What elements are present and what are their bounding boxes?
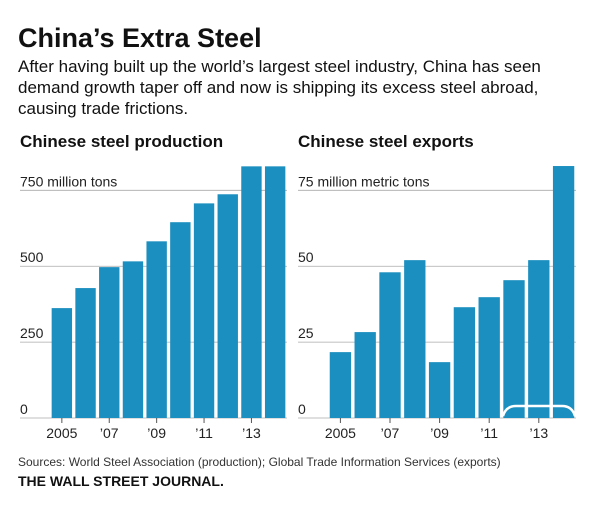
y-tick-label: 500 [20, 249, 44, 265]
bar [428, 362, 451, 418]
y-tick-label: 50 [298, 249, 314, 265]
bracket [501, 404, 577, 417]
publisher: THE WALL STREET JOURNAL. [18, 473, 224, 489]
bar [503, 280, 525, 418]
bar [122, 261, 144, 418]
bar [478, 297, 500, 418]
x-tick-label: ’07 [100, 425, 119, 441]
bar [193, 203, 215, 418]
bar [99, 267, 120, 418]
x-tick-label: ’09 [147, 425, 166, 441]
bar [170, 222, 191, 418]
source: Sources: World Steel Association (produc… [18, 455, 501, 469]
bar [217, 194, 238, 418]
subtitle-box: After having built up the world’s larges… [18, 57, 541, 118]
subtitle: After having built up the world’s larges… [18, 57, 541, 118]
x-tick-label: ’11 [195, 425, 213, 441]
x-tick-label: ’13 [529, 425, 548, 441]
bar [51, 308, 73, 418]
chart-title: Chinese steel exports [298, 132, 474, 151]
chart-title: Chinese steel production [20, 132, 223, 151]
x-tick-label: ’09 [430, 425, 449, 441]
title: China’s Extra Steel [18, 23, 262, 53]
bar [241, 166, 262, 418]
y-tick-label: 250 [20, 325, 44, 341]
bar [75, 288, 96, 418]
x-tick-label: ’07 [381, 425, 400, 441]
bar [379, 272, 401, 418]
bar [264, 166, 286, 418]
bar [552, 166, 575, 418]
bar [354, 332, 376, 418]
bar [453, 307, 476, 418]
x-tick-label: 2005 [46, 425, 77, 441]
x-tick-label: 2005 [325, 425, 356, 441]
bar [528, 260, 550, 418]
bar [404, 260, 426, 418]
y-tick-label: 75 million metric tons [298, 173, 430, 189]
x-tick-label: ’13 [242, 425, 261, 441]
y-tick-label: 0 [20, 401, 28, 417]
y-tick-label: 0 [298, 401, 306, 417]
y-tick-label: 25 [298, 325, 314, 341]
bar [329, 352, 352, 418]
x-tick-label: ’11 [480, 425, 498, 441]
y-tick-label: 750 million tons [20, 173, 117, 189]
bar [146, 241, 167, 418]
